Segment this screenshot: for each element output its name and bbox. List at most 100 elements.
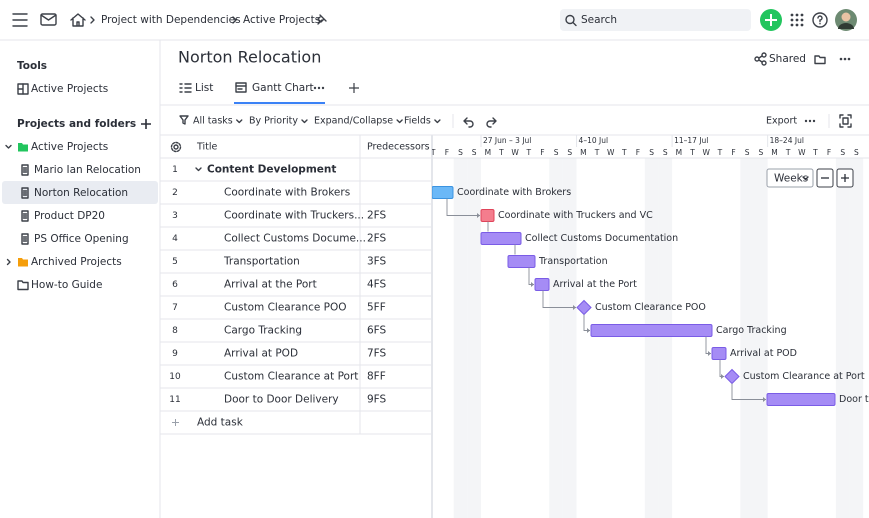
bar-label: Arrival at the Port — [553, 279, 637, 290]
column-header: Predecessors — [367, 142, 430, 153]
folder-icon[interactable] — [814, 55, 826, 65]
sidebar-link[interactable]: Active Projects — [31, 83, 108, 95]
search-icon — [565, 14, 577, 27]
task-bar[interactable] — [507, 255, 536, 268]
toolbar-dropdown[interactable]: Expand/Collapse — [314, 116, 393, 127]
settings-icon[interactable] — [170, 141, 182, 153]
task-title[interactable]: Door to Door Delivery — [224, 394, 339, 406]
task-bar[interactable] — [766, 393, 836, 406]
add-project-icon[interactable] — [141, 119, 151, 129]
task-title[interactable]: Custom Clearance POO — [224, 302, 347, 314]
help-icon[interactable] — [812, 12, 828, 28]
undo-icon[interactable] — [463, 117, 474, 128]
gantt-pane: T F S S M T W T F S S M T W T F S S M T W T F S S M T W T F S S27 Jun –… — [432, 135, 869, 518]
day-label: S — [554, 148, 559, 157]
pin-icon[interactable] — [317, 14, 327, 25]
task-title[interactable]: Arrival at the Port — [224, 279, 317, 291]
mail-icon[interactable] — [40, 13, 57, 26]
predecessor: 6FS — [367, 325, 387, 337]
tree-item[interactable]: How-to Guide — [31, 279, 102, 291]
menu-icon[interactable] — [12, 13, 28, 27]
task-title[interactable]: Custom Clearance at Port — [224, 371, 358, 383]
home-icon[interactable] — [70, 13, 86, 27]
task-bar[interactable] — [534, 278, 550, 291]
column-header: Title — [196, 142, 218, 153]
task-bar[interactable] — [480, 232, 522, 245]
task-title[interactable]: Arrival at POD — [224, 348, 298, 360]
doc-icon — [21, 233, 29, 245]
export-button[interactable]: Export — [766, 116, 797, 127]
day-label: S — [458, 148, 463, 157]
chevron — [5, 144, 12, 149]
fit-icon[interactable] — [839, 114, 852, 128]
dependency-link — [731, 383, 766, 400]
tree-item[interactable]: Archived Projects — [31, 256, 122, 268]
chevron — [236, 119, 243, 124]
gantt-icon[interactable] — [235, 82, 247, 93]
add-tab[interactable] — [349, 83, 359, 93]
arrow-head — [531, 282, 534, 287]
tab[interactable]: List — [195, 82, 213, 94]
week-label: 18–24 Jul — [770, 136, 804, 145]
filter-icon[interactable] — [179, 115, 189, 125]
row-number: 4 — [172, 234, 178, 244]
chevron — [6, 258, 11, 266]
task-title[interactable]: Transportation — [223, 256, 300, 268]
task-title[interactable]: Collect Customs Docume... — [224, 233, 366, 245]
share-icon[interactable] — [754, 52, 767, 66]
arrow-head — [573, 305, 576, 310]
tree-item[interactable]: Norton Relocation — [34, 187, 128, 199]
section-heading: Tools — [17, 60, 47, 72]
add-task[interactable]: Add task — [197, 417, 244, 429]
row-number: 10 — [169, 372, 181, 382]
chevron — [802, 176, 809, 181]
weekend-shade — [467, 158, 481, 518]
active-tab-underline — [234, 102, 325, 104]
toolbar-dropdown[interactable]: All tasks — [193, 116, 233, 127]
task-bar[interactable] — [432, 186, 454, 199]
bar-label: Custom Clearance at Port — [743, 371, 865, 382]
search-box[interactable] — [560, 9, 751, 31]
predecessor: 4FS — [367, 279, 387, 291]
day-label: T — [621, 148, 627, 157]
list-icon[interactable] — [179, 83, 192, 93]
bar-label: Door to Door Delivery — [839, 394, 869, 405]
zoom-select[interactable] — [766, 168, 814, 188]
day-label: M — [676, 148, 682, 157]
day-label: S — [854, 148, 859, 157]
doc-icon — [21, 164, 29, 176]
day-label: S — [567, 148, 572, 157]
tree-item[interactable]: PS Office Opening — [34, 233, 129, 245]
task-bar[interactable] — [711, 347, 727, 360]
row-number: 2 — [172, 188, 178, 198]
day-label: S — [840, 148, 845, 157]
weekend-shade — [658, 158, 673, 518]
tree-item[interactable]: Product DP20 — [34, 210, 105, 222]
task-title[interactable]: Coordinate with Brokers — [224, 187, 350, 199]
toolbar-more[interactable] — [804, 119, 816, 123]
more-icon[interactable] — [839, 57, 851, 61]
task-title[interactable]: Cargo Tracking — [224, 325, 302, 337]
toolbar-dropdown[interactable]: By Priority — [249, 116, 298, 127]
task-bar[interactable] — [590, 324, 713, 337]
pane-divider — [431, 135, 433, 518]
toolbar-dropdown[interactable]: Fields — [404, 116, 431, 127]
tab-more-icon[interactable] — [313, 86, 325, 90]
breadcrumb-link[interactable]: Project with Dependencies — [101, 14, 241, 26]
shared-button[interactable]: Shared — [769, 53, 806, 65]
tab-active[interactable]: Gantt Chart — [252, 82, 314, 94]
folder-icon — [18, 258, 28, 267]
tree-item[interactable]: Active Projects — [31, 141, 108, 153]
task-title[interactable]: Coordinate with Truckers... — [224, 210, 364, 222]
day-label: S — [649, 148, 654, 157]
add-icon — [172, 419, 179, 426]
row-number: 8 — [172, 326, 178, 336]
doc-icon — [21, 187, 29, 199]
tree-item[interactable]: Mario Ian Relocation — [34, 164, 141, 176]
chevron — [301, 119, 308, 124]
redo-icon[interactable] — [486, 117, 497, 128]
chevron — [232, 16, 237, 24]
apps-icon[interactable] — [790, 13, 804, 27]
task-bar[interactable] — [480, 209, 495, 222]
arrow-head — [477, 213, 480, 218]
